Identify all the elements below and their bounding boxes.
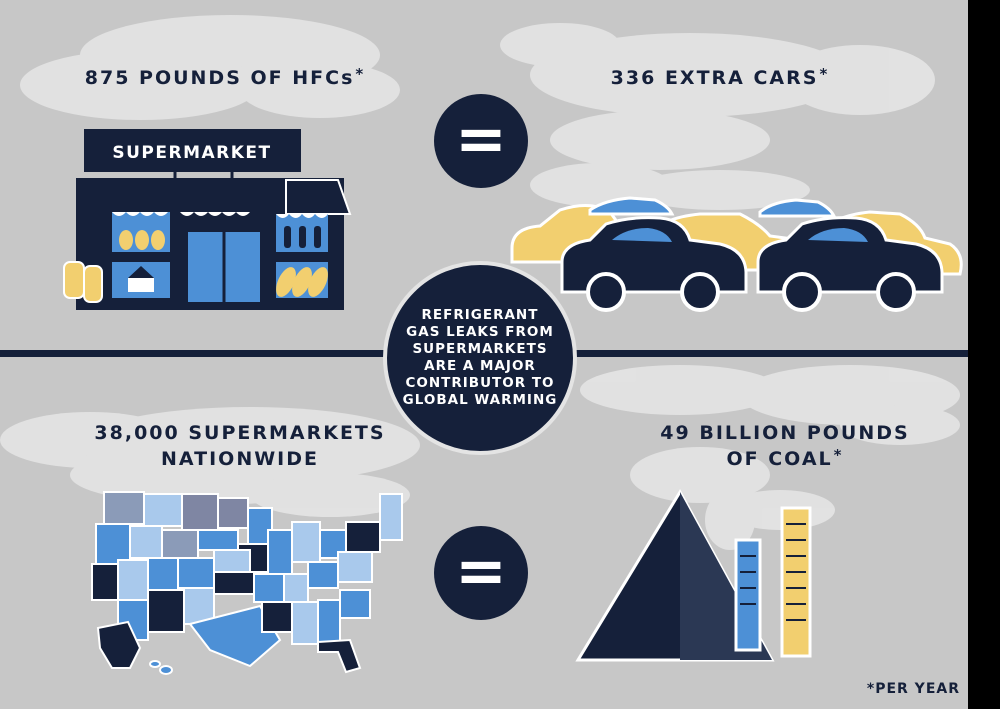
cars-headline: 336 EXTRA CARS* — [580, 65, 860, 91]
coal-headline-line2-text: OF COAL — [726, 448, 833, 470]
smoke-cloud-icon — [0, 15, 960, 550]
supermarkets-headline-line1: 38,000 SUPERMARKETS — [94, 422, 386, 444]
store-sign-text: SUPERMARKET — [112, 143, 271, 163]
center-message-circle: REFRIGERANT GAS LEAKS FROM SUPERMARKETS … — [383, 261, 577, 455]
hfc-asterisk: * — [355, 65, 366, 83]
cars-headline-text: 336 EXTRA CARS — [610, 67, 819, 89]
coal-headline-line2: OF COAL* — [640, 446, 930, 472]
hfc-headline-text: 875 POUNDS OF HFCs — [84, 67, 355, 89]
coal-headline-line1: 49 BILLION POUNDS — [660, 422, 910, 444]
cars-icon — [510, 196, 963, 312]
per-year-footnote: *PER YEAR — [866, 681, 960, 697]
cars-asterisk: * — [819, 65, 830, 83]
center-message-text: REFRIGERANT GAS LEAKS FROM SUPERMARKETS … — [402, 307, 558, 408]
equals-sign-top: = — [434, 94, 528, 188]
coal-asterisk: * — [833, 446, 844, 464]
smokestack-icon — [734, 506, 812, 658]
supermarkets-headline: 38,000 SUPERMARKETS NATIONWIDE — [80, 420, 400, 472]
supermarket-icon: SUPERMARKET — [63, 129, 352, 310]
hfc-headline: 875 POUNDS OF HFCs* — [70, 65, 380, 91]
equals-sign-bottom: = — [434, 526, 528, 620]
supermarkets-headline-line2: NATIONWIDE — [161, 448, 319, 470]
us-map-icon — [91, 491, 403, 675]
coal-headline: 49 BILLION POUNDS OF COAL* — [640, 420, 930, 472]
